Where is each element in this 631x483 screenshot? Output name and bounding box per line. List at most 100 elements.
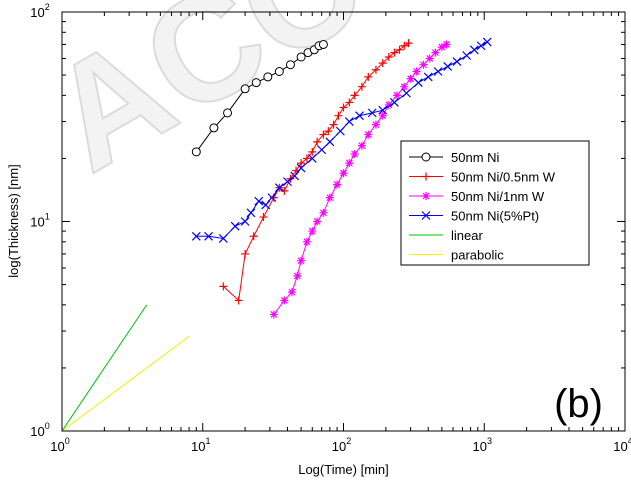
data-point — [283, 177, 292, 187]
legend-marker — [422, 172, 430, 181]
legend-item-50nm-ni-1nm-w: 50nm Ni/1nm W — [409, 189, 545, 204]
legend-label: 50nm Ni(5%Pt) — [451, 209, 539, 224]
legend-label: 50nm Ni/1nm W — [451, 189, 545, 204]
data-point — [406, 74, 415, 83]
data-point — [297, 159, 306, 168]
x-tick-base: 10 — [332, 439, 346, 454]
x-tick-exponent: 3 — [487, 436, 492, 446]
data-point — [274, 183, 284, 193]
data-point — [367, 108, 377, 118]
data-point — [293, 271, 302, 280]
data-point — [209, 123, 219, 133]
data-point — [290, 171, 300, 181]
data-point — [241, 249, 250, 258]
data-point — [371, 65, 380, 74]
data-point — [317, 145, 327, 155]
data-point — [263, 72, 273, 82]
x-tick-label: 103 — [473, 436, 492, 454]
x-tick-base: 10 — [50, 439, 64, 454]
data-point — [302, 237, 311, 246]
data-point — [344, 117, 354, 126]
x-tick-base: 10 — [613, 439, 627, 454]
data-point — [482, 37, 492, 47]
data-point — [350, 149, 359, 158]
series-50nm-ni-0-5nm-w — [219, 39, 413, 305]
x-tick-exponent: 4 — [628, 436, 631, 446]
data-point — [378, 111, 387, 120]
x-tick-exponent: 2 — [346, 436, 351, 446]
data-point — [261, 200, 271, 210]
plot-area — [61, 37, 492, 432]
series-50nm-ni — [191, 39, 328, 157]
y-tick-label: 101 — [30, 212, 49, 230]
data-point — [302, 154, 311, 163]
data-point — [329, 120, 338, 129]
data-point — [476, 41, 486, 51]
panel-label: (b) — [554, 382, 603, 426]
data-point — [313, 217, 322, 226]
data-point — [355, 111, 364, 121]
x-tick-exponent: 0 — [65, 436, 70, 446]
data-point — [404, 39, 413, 48]
data-point — [319, 130, 328, 139]
data-point — [234, 296, 243, 305]
data-point — [218, 234, 228, 243]
data-point — [390, 48, 399, 57]
data-point — [335, 126, 345, 136]
data-point — [433, 67, 443, 76]
legend-item-parabolic: parabolic — [409, 248, 504, 263]
series-line — [222, 42, 409, 302]
data-point — [437, 43, 446, 52]
data-point — [333, 180, 342, 189]
data-point — [364, 72, 373, 81]
data-point — [431, 48, 440, 57]
series-line — [61, 304, 148, 432]
data-point — [339, 169, 348, 178]
data-point — [259, 213, 268, 222]
data-point — [339, 103, 348, 112]
series-line — [273, 44, 447, 315]
legend-item-50nm-ni-5-pt: 50nm Ni(5%Pt) — [409, 209, 539, 224]
x-tick-exponent: 1 — [205, 436, 210, 446]
data-point — [267, 193, 277, 203]
legend-label: 50nm Ni — [451, 150, 500, 165]
y-tick-label: 100 — [30, 421, 49, 439]
data-point — [308, 147, 317, 156]
y-axis-label: log(Thickness) [nm] — [6, 164, 21, 277]
data-point — [364, 130, 373, 139]
data-point — [419, 60, 428, 69]
legend-marker — [421, 211, 431, 220]
data-point — [296, 52, 306, 62]
data-point — [280, 296, 289, 305]
svg-text:ACC: ACC — [22, 0, 387, 203]
legend-box — [400, 140, 590, 266]
x-tick-label: 101 — [191, 436, 210, 454]
data-point — [443, 61, 453, 71]
data-point — [191, 231, 201, 241]
data-point — [469, 45, 479, 55]
data-point — [412, 67, 421, 76]
data-point — [400, 82, 409, 91]
data-point — [297, 256, 306, 265]
data-point — [345, 159, 354, 168]
watermark: ACC — [21, 0, 388, 204]
data-point — [389, 98, 399, 107]
data-point — [204, 231, 214, 241]
data-point — [274, 66, 284, 76]
data-point — [425, 54, 434, 63]
legend-marker — [422, 192, 430, 200]
y-tick-base: 10 — [30, 215, 44, 230]
data-point — [400, 41, 409, 50]
legend-label: parabolic — [451, 248, 504, 263]
data-point — [423, 72, 433, 82]
data-point — [357, 141, 366, 150]
data-point — [384, 52, 393, 61]
data-point — [324, 127, 333, 136]
data-point — [240, 84, 250, 94]
series-50nm-ni-1nm-w — [269, 40, 451, 319]
data-point — [296, 163, 306, 173]
data-point — [219, 282, 228, 291]
data-point — [350, 91, 359, 100]
